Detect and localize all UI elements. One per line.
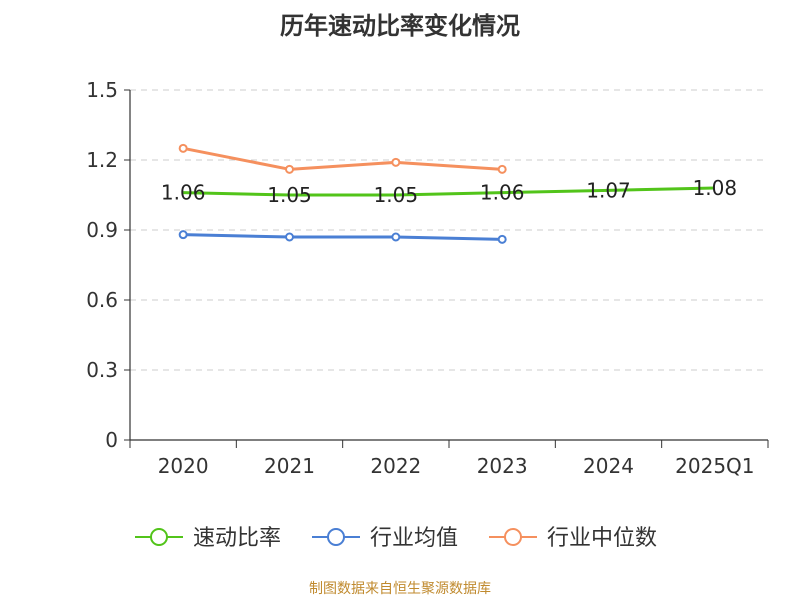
data-point xyxy=(285,164,294,174)
data-point xyxy=(178,143,188,153)
legend-marker xyxy=(504,528,522,546)
data-point xyxy=(497,234,507,244)
y-tick-label: 1.2 xyxy=(86,148,118,172)
legend-label: 行业中位数 xyxy=(547,526,657,551)
data-point xyxy=(497,164,507,174)
grid-lines xyxy=(130,89,768,371)
series-line xyxy=(183,186,715,197)
legend-item: 速动比率 xyxy=(135,526,281,551)
x-tick-label: 2022 xyxy=(370,454,421,478)
x-tick-label: 2024 xyxy=(583,454,634,478)
series-line xyxy=(183,233,503,241)
x-tick-label: 2025Q1 xyxy=(675,454,754,478)
source-note: 制图数据来自恒生聚源数据库 xyxy=(309,581,491,597)
chart-title: 历年速动比率变化情况 xyxy=(280,12,520,40)
y-tick-label: 0 xyxy=(105,428,118,452)
legend-marker xyxy=(150,528,168,546)
x-tick-label: 2020 xyxy=(158,454,209,478)
data-label: 1.05 xyxy=(374,183,419,207)
data-label: 1.06 xyxy=(161,181,206,205)
data-point xyxy=(178,230,188,240)
series-line xyxy=(182,146,503,171)
data-labels: 1.06 1.05 1.05 1.06 1.07 1.08 xyxy=(161,176,737,207)
y-tick-label: 0.6 xyxy=(86,288,118,312)
data-point xyxy=(391,232,401,242)
data-label: 1.08 xyxy=(693,176,738,200)
x-tick-label: 2021 xyxy=(264,454,315,478)
data-point xyxy=(391,157,401,167)
y-tick-label: 0.9 xyxy=(86,218,118,242)
data-point xyxy=(285,232,294,242)
y-tick-labels: 0 0.3 0.6 0.9 1.2 1.5 xyxy=(86,78,118,452)
x-tick-label: 2023 xyxy=(477,454,528,478)
legend: 速动比率 行业均值 行业中位数 xyxy=(135,526,657,551)
y-tick-label: 0.3 xyxy=(86,358,118,382)
data-label: 1.05 xyxy=(267,183,312,207)
y-tick-label: 1.5 xyxy=(86,78,118,102)
x-tick-labels: 2020 2021 2022 2023 2024 2025Q1 xyxy=(158,454,755,478)
series-group xyxy=(178,143,715,244)
legend-marker xyxy=(327,528,345,546)
legend-item: 行业中位数 xyxy=(489,526,657,551)
data-label: 1.06 xyxy=(480,181,525,205)
legend-item: 行业均值 xyxy=(312,526,458,551)
axes xyxy=(124,89,769,448)
data-label: 1.07 xyxy=(586,178,631,202)
legend-label: 速动比率 xyxy=(193,526,281,551)
legend-label: 行业均值 xyxy=(370,526,458,551)
